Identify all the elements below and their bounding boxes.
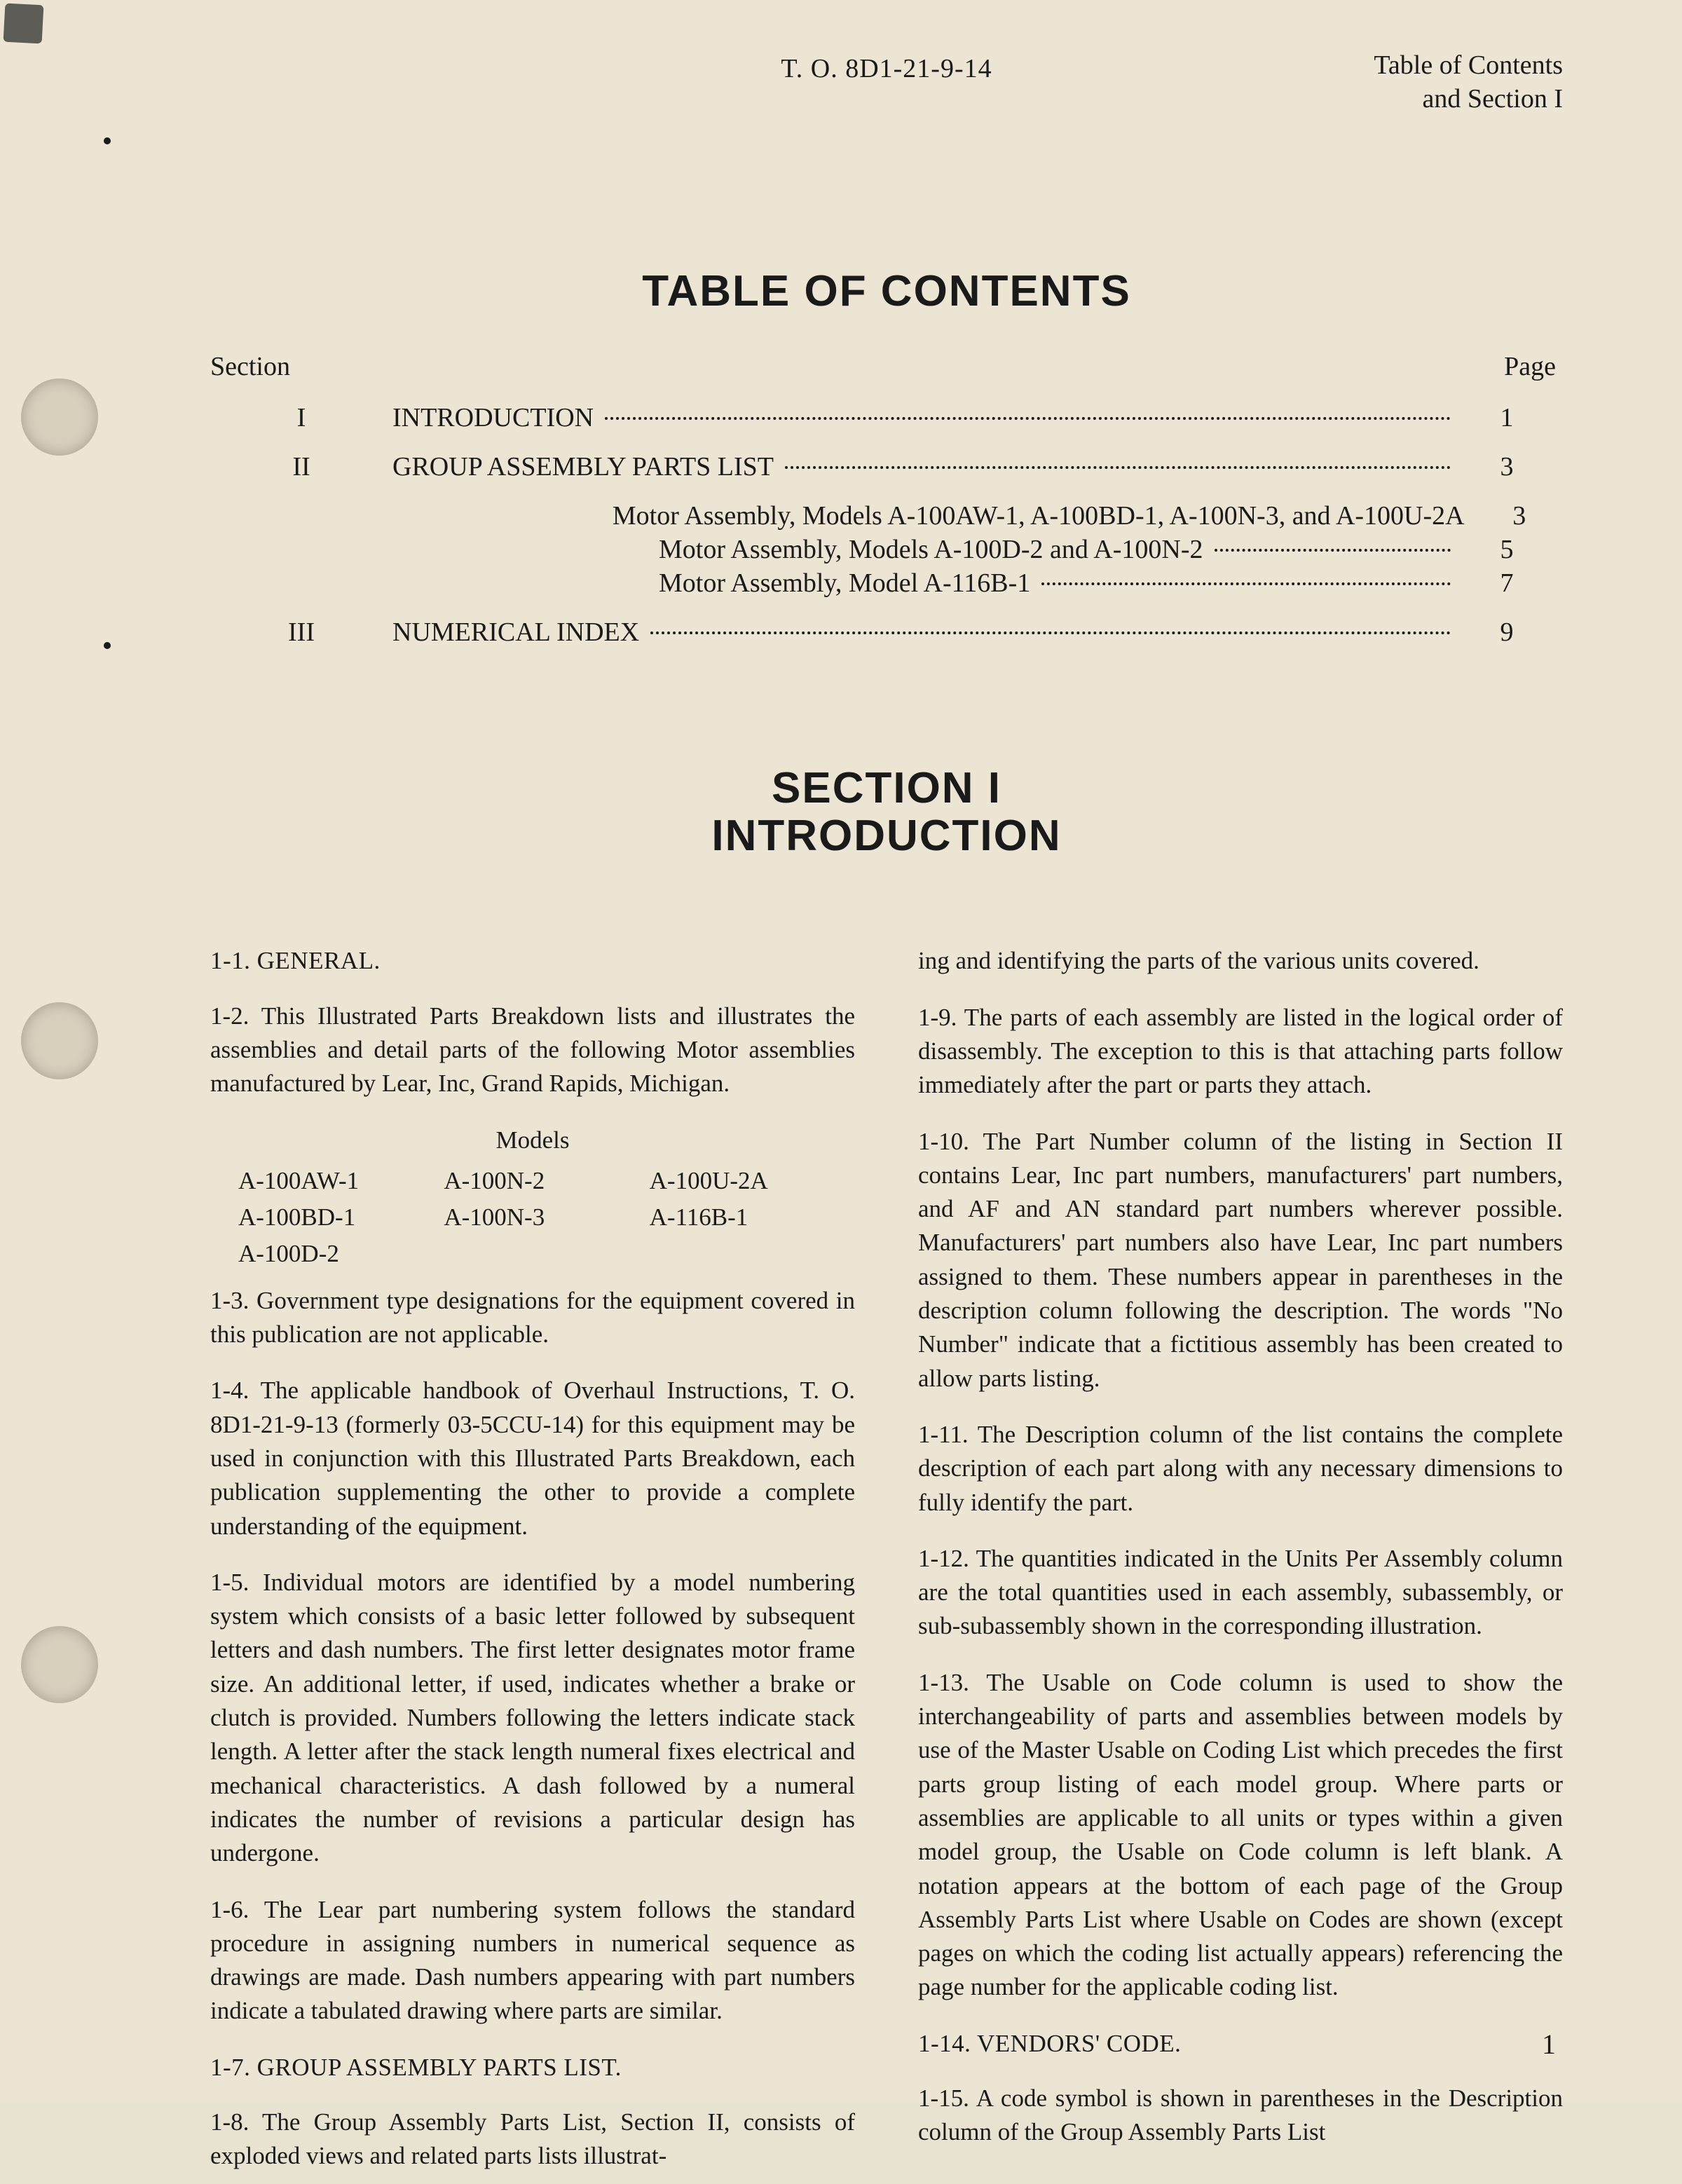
- toc-subrow: Motor Assembly, Model A-116B-1 7: [210, 570, 1556, 596]
- model-number: A-100D-2: [238, 1237, 416, 1271]
- header-center: T. O. 8D1-21-9-14: [210, 53, 1563, 84]
- model-number: A-100U-2A: [650, 1164, 827, 1198]
- header-right: Table of Contents and Section I: [1374, 49, 1563, 116]
- body-columns: 1-1. GENERAL. 1-2. This Illustrated Part…: [210, 944, 1563, 2183]
- dot-leader: [650, 632, 1451, 634]
- paragraph: ing and identifying the parts of the var…: [918, 944, 1563, 978]
- section-heading-line: SECTION I: [210, 765, 1563, 812]
- models-caption: Models: [210, 1124, 855, 1157]
- toc-section-number: I: [210, 404, 392, 431]
- toc-entry-title: Motor Assembly, Model A-116B-1: [659, 570, 1034, 596]
- toc-row: II GROUP ASSEMBLY PARTS LIST 3: [210, 453, 1556, 480]
- dot-leader: [605, 417, 1451, 420]
- toc-entry-page: 7: [1458, 570, 1556, 596]
- paragraph: 1-10. The Part Number column of the list…: [918, 1125, 1563, 1395]
- models-block: Models A-100AW-1 A-100N-2 A-100U-2A A-10…: [210, 1124, 855, 1271]
- subheading-general: 1-1. GENERAL.: [210, 944, 855, 978]
- toc-heading: TABLE OF CONTENTS: [210, 266, 1563, 316]
- paragraph: 1-4. The applicable handbook of Overhaul…: [210, 1374, 855, 1543]
- model-number: A-100AW-1: [238, 1164, 416, 1198]
- toc-entry-title: Motor Assembly, Models A-100AW-1, A-100B…: [613, 503, 1469, 529]
- paragraph: 1-2. This Illustrated Parts Breakdown li…: [210, 999, 855, 1101]
- toc: Section Page I INTRODUCTION 1 II GROUP A…: [210, 351, 1556, 646]
- model-number: A-116B-1: [650, 1201, 827, 1234]
- toc-section-number: III: [210, 619, 392, 646]
- toc-label-section: Section: [210, 351, 392, 382]
- toc-entry-page: 1: [1458, 404, 1556, 431]
- paragraph: 1-5. Individual motors are identified by…: [210, 1566, 855, 1871]
- toc-row: I INTRODUCTION 1: [210, 404, 1556, 431]
- punch-hole: [21, 1002, 98, 1079]
- running-header: T. O. 8D1-21-9-14 Table of Contents and …: [210, 49, 1563, 140]
- paragraph: 1-9. The parts of each assembly are list…: [918, 1001, 1563, 1103]
- toc-section-number: II: [210, 453, 392, 480]
- print-speck: [104, 642, 111, 649]
- paragraph: 1-11. The Description column of the list…: [918, 1418, 1563, 1520]
- toc-entry-page: 3: [1483, 503, 1556, 529]
- dot-leader: [1215, 549, 1451, 552]
- model-number: A-100BD-1: [238, 1201, 416, 1234]
- header-right-line: and Section I: [1374, 83, 1563, 116]
- paragraph: 1-8. The Group Assembly Parts List, Sect…: [210, 2105, 855, 2173]
- toc-entry-page: 5: [1458, 536, 1556, 563]
- toc-entry-page: 9: [1458, 619, 1556, 646]
- page: T. O. 8D1-21-9-14 Table of Contents and …: [0, 0, 1682, 2103]
- punch-hole: [21, 1626, 98, 1703]
- header-right-line: Table of Contents: [1374, 49, 1563, 83]
- toc-label-page: Page: [1458, 351, 1556, 382]
- dot-leader: [785, 466, 1451, 469]
- dot-leader: [1041, 582, 1451, 585]
- subheading-vendors: 1-14. VENDORS' CODE.: [918, 2027, 1563, 2061]
- toc-entry-title: NUMERICAL INDEX: [392, 619, 643, 646]
- toc-entry-title: INTRODUCTION: [392, 404, 598, 431]
- corner-smudge: [4, 4, 44, 44]
- paragraph: 1-13. The Usable on Code column is used …: [918, 1666, 1563, 2005]
- section-heading-line: INTRODUCTION: [210, 812, 1563, 860]
- paragraph: 1-3. Government type designations for th…: [210, 1284, 855, 1352]
- paragraph: 1-6. The Lear part numbering system foll…: [210, 1893, 855, 2028]
- toc-entry-title: Motor Assembly, Models A-100D-2 and A-10…: [659, 536, 1208, 563]
- toc-subrow: Motor Assembly, Models A-100D-2 and A-10…: [210, 536, 1556, 563]
- section-heading: SECTION I INTRODUCTION: [210, 765, 1563, 860]
- toc-entry-page: 3: [1458, 453, 1556, 480]
- punch-hole: [21, 378, 98, 456]
- toc-column-labels: Section Page: [210, 351, 1556, 382]
- subheading-gapl: 1-7. GROUP ASSEMBLY PARTS LIST.: [210, 2051, 855, 2084]
- page-number: 1: [1542, 2028, 1556, 2061]
- toc-subrow: Motor Assembly, Models A-100AW-1, A-100B…: [210, 503, 1556, 529]
- model-number: A-100N-2: [444, 1164, 621, 1198]
- print-speck: [104, 137, 111, 144]
- paragraph: 1-12. The quantities indicated in the Un…: [918, 1542, 1563, 1644]
- toc-entry-title: GROUP ASSEMBLY PARTS LIST: [392, 453, 778, 480]
- model-number: A-100N-3: [444, 1201, 621, 1234]
- toc-row: III NUMERICAL INDEX 9: [210, 619, 1556, 646]
- models-grid: A-100AW-1 A-100N-2 A-100U-2A A-100BD-1 A…: [238, 1164, 827, 1271]
- paragraph: 1-15. A code symbol is shown in parenthe…: [918, 2082, 1563, 2150]
